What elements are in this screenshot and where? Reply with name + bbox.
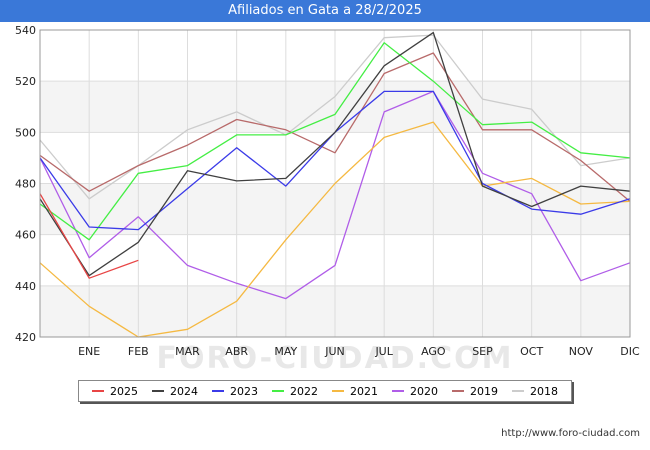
legend-item-2024: 2024 xyxy=(152,385,198,398)
x-tick-label: MAY xyxy=(274,345,297,358)
y-tick-label: 500 xyxy=(15,126,36,139)
legend-label: 2021 xyxy=(350,384,378,398)
x-tick-labels: ENE FEB MAR ABR MAY JUN JUL AGO SEP OCT NOV DIC xyxy=(78,345,640,358)
legend-item-2022: 2022 xyxy=(272,385,318,398)
x-tick-label: JUL xyxy=(374,345,393,358)
source-url: http://www.foro-ciudad.com xyxy=(501,428,640,439)
y-tick-labels: 420 440 460 480 500 520 540 xyxy=(15,24,36,344)
x-tick-label: ENE xyxy=(78,345,100,358)
legend-swatch xyxy=(272,390,284,392)
legend-label: 2025 xyxy=(110,384,138,398)
legend: 2025 2024 2023 2022 2021 2020 2019 2018 xyxy=(78,380,572,402)
legend-label: 2024 xyxy=(170,384,198,398)
x-tick-label: NOV xyxy=(569,345,594,358)
y-tick-label: 440 xyxy=(15,280,36,293)
x-tick-label: DIC xyxy=(620,345,640,358)
legend-label: 2019 xyxy=(470,384,498,398)
x-tick-label: ABR xyxy=(225,345,248,358)
legend-item-2018: 2018 xyxy=(512,385,558,398)
legend-item-2019: 2019 xyxy=(452,385,498,398)
y-tick-label: 540 xyxy=(15,24,36,37)
legend-label: 2022 xyxy=(290,384,318,398)
series-line-2022 xyxy=(39,42,631,241)
x-tick-label: OCT xyxy=(520,345,543,358)
x-tick-label: MAR xyxy=(175,345,200,358)
legend-label: 2020 xyxy=(410,384,438,398)
legend-label: 2023 xyxy=(230,384,258,398)
x-tick-label: JUN xyxy=(324,345,345,358)
legend-swatch xyxy=(332,390,344,392)
y-tick-label: 460 xyxy=(15,229,36,242)
series-line-2025 xyxy=(39,193,139,279)
legend-swatch xyxy=(152,390,164,392)
legend-item-2020: 2020 xyxy=(392,385,438,398)
series-line-2019 xyxy=(39,52,631,202)
series-lines xyxy=(39,31,631,338)
plot-frame xyxy=(39,29,631,338)
x-tick-label: FEB xyxy=(128,345,149,358)
y-tick-label: 520 xyxy=(15,75,36,88)
legend-item-2021: 2021 xyxy=(332,385,378,398)
legend-swatch xyxy=(512,390,524,392)
watermark: FORO-CIUDAD.COM xyxy=(157,341,514,376)
series-line-2024 xyxy=(39,31,631,277)
legend-swatch xyxy=(392,390,404,392)
y-tick-label: 480 xyxy=(15,178,36,191)
legend-item-2023: 2023 xyxy=(212,385,258,398)
legend-item-2025: 2025 xyxy=(92,385,138,398)
legend-swatch xyxy=(212,390,224,392)
series-line-2020 xyxy=(39,90,631,300)
legend-swatch xyxy=(452,390,464,392)
axes xyxy=(39,29,631,338)
x-tick-label: AGO xyxy=(421,345,446,358)
y-tick-label: 420 xyxy=(15,331,36,344)
legend-label: 2018 xyxy=(530,384,558,398)
legend-swatch xyxy=(92,390,104,392)
chart-title: Afiliados en Gata a 28/2/2025 xyxy=(0,0,650,22)
x-tick-label: SEP xyxy=(472,345,493,358)
